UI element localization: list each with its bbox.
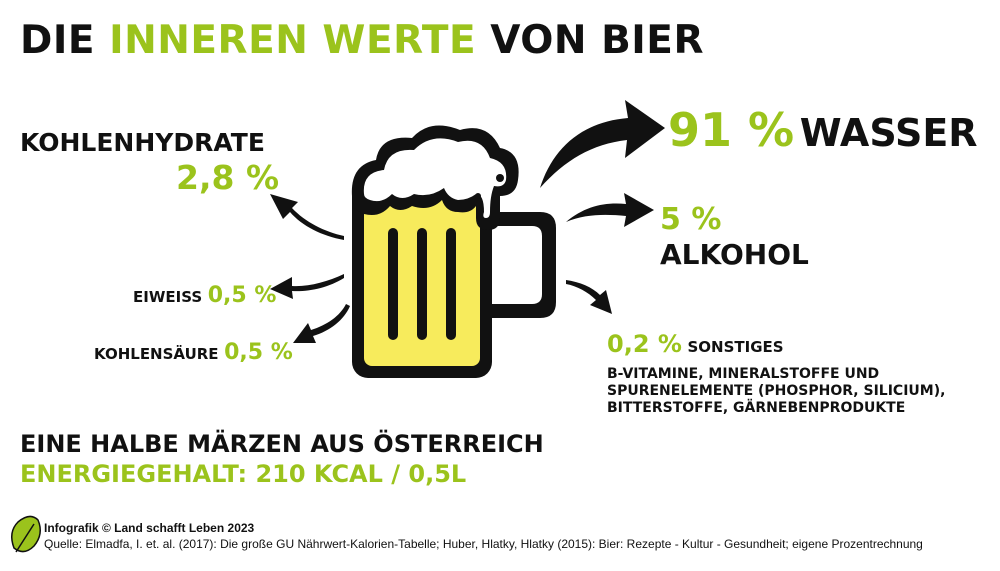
summary-line-2: ENERGIEGEHALT: 210 KCAL / 0,5L bbox=[20, 460, 467, 488]
footer-source: Quelle: Elmadfa, I. et. al. (2017): Die … bbox=[44, 537, 923, 551]
co2-block: KOHLENSÄURE 0,5 % bbox=[94, 340, 293, 365]
footer-credit: Infografik © Land schafft Leben 2023 bbox=[44, 521, 255, 535]
leaf-logo-icon bbox=[11, 515, 41, 553]
water-block: 91 % WASSER bbox=[668, 103, 978, 157]
title-part-1: DIE bbox=[20, 18, 110, 63]
arrow-alcohol bbox=[566, 193, 654, 227]
other-detail-line-1: B-VITAMINE, MINERALSTOFFE UND bbox=[607, 366, 880, 382]
other-label: SONSTIGES bbox=[687, 338, 784, 356]
title-part-2: INNEREN WERTE bbox=[109, 18, 477, 63]
carbs-percent: 2,8 % bbox=[176, 158, 280, 197]
arrow-protein bbox=[270, 274, 344, 299]
water-percent: 91 % bbox=[668, 103, 795, 157]
co2-label: KOHLENSÄURE bbox=[94, 345, 219, 363]
page-title: DIE INNEREN WERTE VON BIER bbox=[20, 18, 704, 63]
protein-label: EIWEISS bbox=[133, 288, 203, 306]
protein-block: EIWEISS 0,5 % bbox=[133, 283, 276, 308]
alcohol-label: ALKOHOL bbox=[660, 238, 809, 271]
arrow-water bbox=[540, 100, 665, 188]
other-percent: 0,2 % bbox=[607, 330, 682, 358]
other-details: B-VITAMINE, MINERALSTOFFE UND SPURENELEM… bbox=[607, 366, 945, 417]
other-block: 0,2 % SONSTIGES bbox=[607, 330, 784, 358]
summary-line-1: EINE HALBE MÄRZEN AUS ÖSTERREICH bbox=[20, 430, 544, 458]
co2-percent: 0,5 % bbox=[224, 340, 293, 365]
water-label: WASSER bbox=[799, 111, 978, 155]
title-part-3: VON BIER bbox=[476, 18, 704, 63]
alcohol-percent: 5 % bbox=[660, 202, 722, 237]
arrow-carbs bbox=[270, 194, 344, 240]
arrow-other bbox=[566, 280, 612, 314]
protein-percent: 0,5 % bbox=[207, 283, 277, 308]
other-detail-line-2: SPURENELEMENTE (PHOSPHOR, SILICIUM), bbox=[607, 383, 946, 399]
beer-mug-icon bbox=[351, 125, 556, 378]
arrow-co2 bbox=[293, 304, 350, 343]
other-detail-line-3: BITTERSTOFFE, GÄRNEBENPRODUKTE bbox=[607, 400, 906, 416]
carbs-label: KOHLENHYDRATE bbox=[20, 128, 265, 157]
